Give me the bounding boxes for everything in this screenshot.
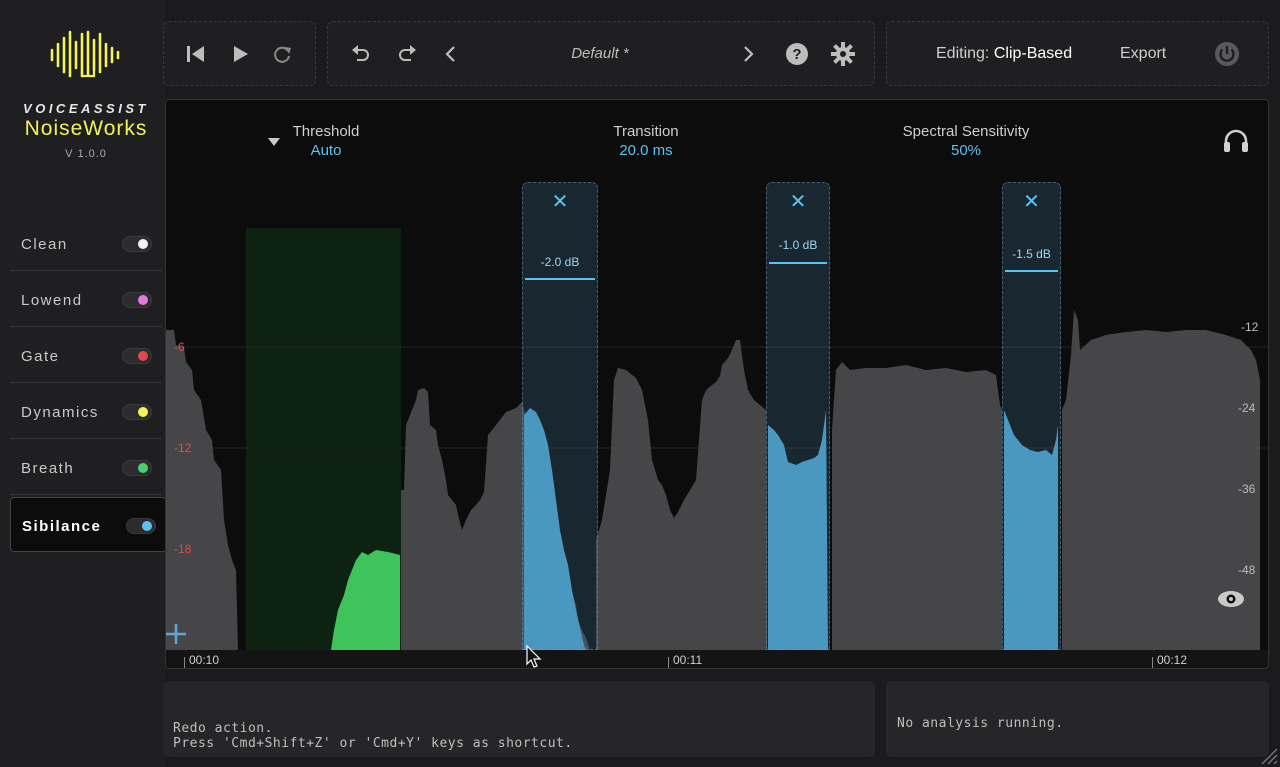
timeline-tick	[1152, 657, 1153, 668]
sidebar: VOICEASSIST NoiseWorks V 1.0.0 Clean Low…	[0, 0, 166, 767]
module-breath[interactable]: Breath	[10, 440, 162, 495]
brand-product-name: NoiseWorks	[24, 117, 148, 140]
settings-gear-icon[interactable]	[831, 42, 855, 66]
brand-company: VOICEASSIST	[23, 101, 149, 116]
editing-mode[interactable]: Editing: Clip-Based	[936, 45, 1072, 63]
redo-icon[interactable]	[396, 44, 418, 64]
module-label: Lowend	[21, 292, 83, 309]
sensitivity-value[interactable]: 50%	[950, 142, 982, 159]
module-gate[interactable]: Gate	[10, 328, 162, 383]
play-icon[interactable]	[230, 44, 250, 64]
y-label-left: -6	[174, 340, 185, 354]
timeline-tick	[668, 657, 669, 668]
transition-value[interactable]: 20.0 ms	[619, 142, 673, 159]
band-gain-label: -2.0 dB	[540, 255, 580, 269]
resize-grip-icon[interactable]	[1258, 745, 1278, 765]
band-1-waveform	[524, 408, 586, 650]
threshold-label: Threshold	[292, 123, 360, 140]
remove-band-icon[interactable]: ✕	[551, 191, 569, 213]
status-message-line2: Press 'Cmd+Shift+Z' or 'Cmd+Y' keys as s…	[173, 736, 573, 751]
transition-param[interactable]: Transition 20.0 ms	[586, 123, 706, 159]
module-toggle[interactable]	[122, 348, 152, 364]
preset-panel: ?	[327, 21, 875, 86]
sensitivity-param[interactable]: Spectral Sensitivity 50%	[876, 123, 1056, 159]
y-label-left: -18	[174, 542, 192, 556]
module-label: Gate	[21, 348, 60, 365]
module-label: Sibilance	[22, 518, 102, 535]
sensitivity-label: Spectral Sensitivity	[902, 123, 1030, 140]
power-icon[interactable]	[1214, 41, 1240, 67]
logo-waveform-icon	[50, 30, 120, 78]
loop-icon[interactable]	[272, 44, 292, 64]
spectrum-gray	[166, 310, 1260, 650]
message-panel: Redo action. Press 'Cmd+Shift+Z' or 'Cmd…	[163, 681, 875, 757]
timeline-label: 00:12	[1157, 653, 1188, 667]
y-label-right: -36	[1238, 482, 1256, 496]
module-toggle[interactable]	[126, 518, 156, 534]
remove-band-icon[interactable]: ✕	[1023, 191, 1040, 213]
threshold-param[interactable]: Threshold Auto	[276, 123, 376, 159]
module-lowend[interactable]: Lowend	[10, 272, 162, 327]
timeline-bar[interactable]	[166, 650, 1268, 668]
y-label-right: -48	[1238, 563, 1256, 577]
status-message-line1: Redo action.	[173, 721, 273, 736]
threshold-value[interactable]: Auto	[310, 142, 342, 159]
module-label: Breath	[21, 460, 75, 477]
band-gain-handle[interactable]	[1005, 270, 1058, 272]
previous-preset-icon[interactable]	[444, 44, 458, 64]
module-toggle[interactable]	[122, 460, 152, 476]
timeline-label: 00:10	[189, 653, 220, 667]
band-gain-handle[interactable]	[769, 262, 827, 264]
sibilance-band-2[interactable]: ✕ -1.0 dB	[766, 182, 830, 650]
editing-panel	[886, 21, 1269, 86]
undo-icon[interactable]	[350, 44, 372, 64]
mouse-cursor-icon	[526, 645, 542, 668]
sibilance-band-1[interactable]: ✕ -2.0 dB	[522, 182, 598, 650]
module-dynamics[interactable]: Dynamics	[10, 384, 162, 439]
band-gain-label: -1.0 dB	[778, 238, 818, 252]
visibility-eye-icon[interactable]	[1218, 591, 1244, 607]
headphones-icon[interactable]	[1224, 129, 1248, 152]
threshold-dropdown-icon[interactable]	[268, 138, 280, 146]
module-label: Clean	[21, 236, 68, 253]
band-gain-label: -1.5 dB	[1012, 247, 1051, 261]
module-sibilance[interactable]: Sibilance	[10, 497, 166, 552]
module-clean[interactable]: Clean	[10, 216, 162, 271]
breath-waveform	[331, 550, 400, 650]
transition-label: Transition	[613, 123, 679, 140]
band-gain-handle[interactable]	[525, 278, 595, 280]
export-button[interactable]: Export	[1120, 45, 1167, 62]
timeline-tick	[184, 657, 185, 668]
spectrum-display[interactable]: Threshold Auto Transition 20.0 ms Spectr…	[165, 99, 1269, 669]
editing-label: Editing:	[936, 45, 990, 62]
waveform-canvas[interactable]	[166, 100, 1269, 669]
transport-panel	[163, 21, 316, 86]
svg-text:?: ?	[792, 46, 801, 63]
y-label-left: -12	[174, 441, 192, 455]
next-preset-icon[interactable]	[741, 44, 755, 64]
analysis-panel: No analysis running.	[886, 681, 1269, 757]
module-toggle[interactable]	[122, 404, 152, 420]
version-label: V 1.0.0	[65, 148, 107, 160]
remove-band-icon[interactable]: ✕	[789, 191, 807, 213]
editing-mode-value: Clip-Based	[993, 45, 1073, 62]
skip-back-icon[interactable]	[184, 44, 206, 64]
band-3-waveform	[1004, 410, 1058, 650]
y-label-right: -24	[1238, 401, 1256, 415]
analysis-status: No analysis running.	[897, 716, 1064, 731]
module-toggle[interactable]	[122, 236, 152, 252]
add-band-icon[interactable]	[166, 624, 186, 644]
help-icon[interactable]: ?	[785, 42, 809, 66]
module-toggle[interactable]	[122, 292, 152, 308]
module-label: Dynamics	[21, 404, 99, 421]
band-2-waveform	[768, 410, 828, 650]
y-label-right: -12	[1241, 320, 1259, 334]
timeline-label: 00:11	[673, 653, 703, 667]
sibilance-band-3[interactable]: ✕ -1.5 dB	[1002, 182, 1061, 650]
preset-name[interactable]: Default *	[571, 45, 629, 62]
